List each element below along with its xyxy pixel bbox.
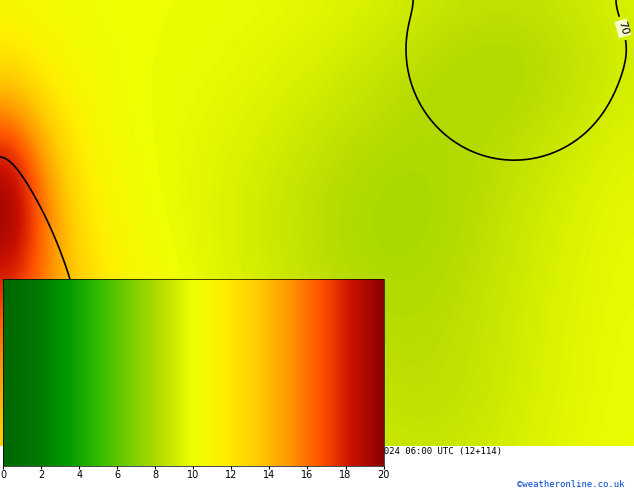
Text: Mo 03-06-2024 06:00 UTC (12+114): Mo 03-06-2024 06:00 UTC (12+114) <box>330 447 501 456</box>
Text: Height/Temp. 925 hPa mean+σ [gpdm] ECMWF: Height/Temp. 925 hPa mean+σ [gpdm] ECMWF <box>3 447 218 456</box>
Text: 70: 70 <box>616 20 630 36</box>
Text: ©weatheronline.co.uk: ©weatheronline.co.uk <box>517 480 624 489</box>
Text: 65: 65 <box>86 430 96 444</box>
